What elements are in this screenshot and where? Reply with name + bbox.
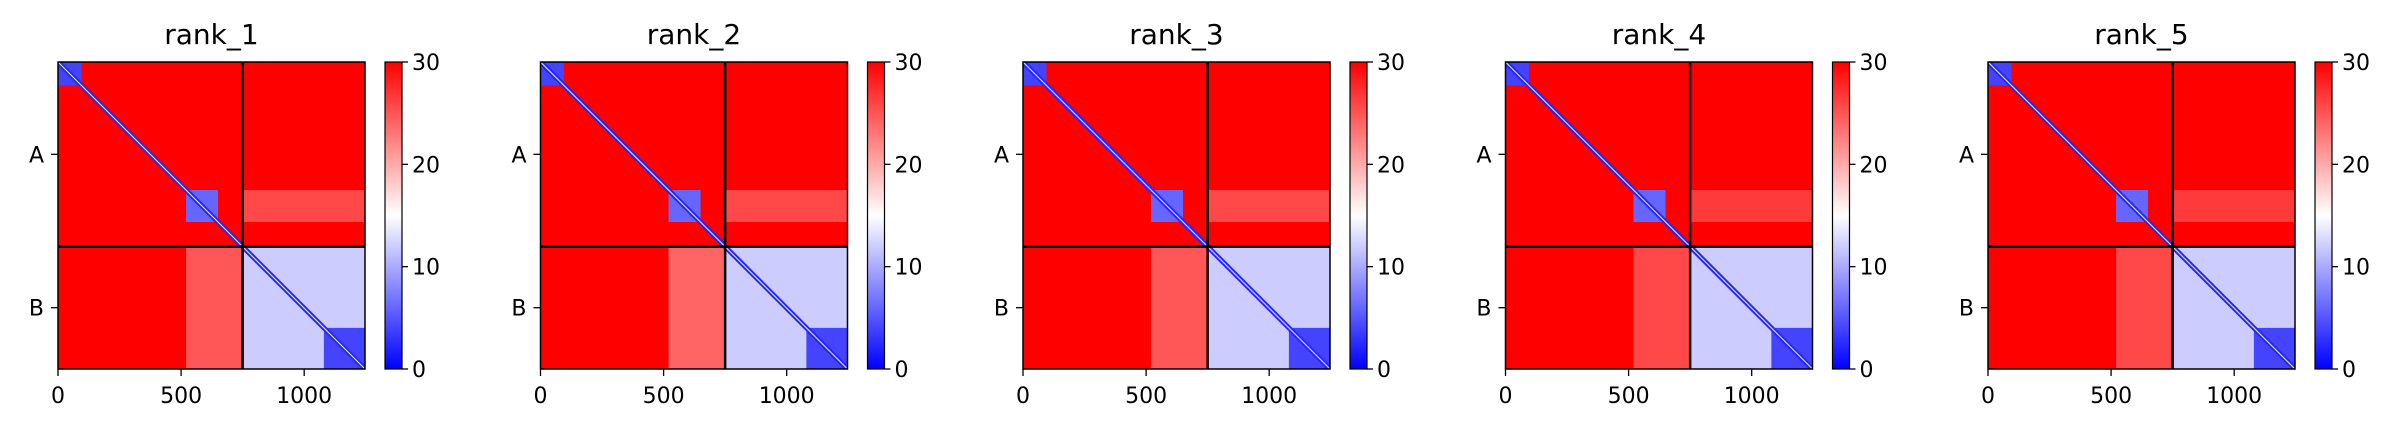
x-tick-label: 1000 [276, 384, 332, 409]
colorbar-tick-label: 20 [2342, 153, 2370, 178]
colorbar-tick-label: 0 [1377, 358, 1391, 383]
colorbar-tick-label: 0 [2342, 358, 2356, 383]
colorbar [384, 61, 403, 370]
colorbar [1349, 61, 1368, 370]
x-tick-label: 1000 [1724, 384, 1780, 409]
heatmap-panel-1: rank_1 0 500 1000 A B 0 10 20 30 [29, 18, 440, 409]
x-tick-label: 0 [1981, 384, 1995, 409]
inter-region-2 [1207, 190, 1330, 223]
heatmap-panel-4: rank_4 0 500 1000 A B 0 10 20 30 [1476, 18, 1887, 409]
colorbar-tick-label: 30 [1860, 51, 1888, 76]
x-tick-label: 500 [2090, 384, 2132, 409]
colorbar-tick-label: 30 [1377, 51, 1405, 76]
colorbar [1831, 61, 1851, 370]
diagonal-center [1505, 62, 1813, 369]
chart-title: rank_2 [647, 18, 741, 51]
x-tick-label: 1000 [759, 384, 815, 409]
colorbar-tick-label: 0 [1860, 358, 1874, 383]
heatmap-cells [1988, 62, 2295, 369]
colorbar-tick-label: 0 [412, 358, 426, 383]
inter-region-1 [186, 246, 243, 369]
colorbar-tick-label: 10 [895, 256, 923, 281]
x-tick-label: 0 [534, 384, 548, 409]
colorbar-tick-label: 30 [895, 51, 923, 76]
heatmap-cells [1505, 62, 1813, 369]
colorbar [2314, 61, 2333, 370]
colorbar-tick-label: 20 [1860, 153, 1888, 178]
colorbar-tick-label: 10 [412, 256, 440, 281]
x-tick-label: 500 [1125, 384, 1167, 409]
colorbar-tick-label: 10 [1377, 256, 1405, 281]
diagonal-center [58, 62, 365, 369]
colorbar-tick-label: 20 [412, 153, 440, 178]
inter-region-1 [2116, 246, 2173, 369]
heatmap-panel-2: rank_2 0 500 1000 A B 0 10 20 30 [511, 18, 922, 409]
chart-title: rank_5 [2094, 18, 2188, 51]
inter-region-2 [2172, 190, 2295, 223]
y-tick-label: B [29, 297, 44, 322]
heatmap-panel-3: rank_3 0 500 1000 A B 0 10 20 30 [994, 18, 1405, 409]
y-tick-label: A [1476, 143, 1491, 168]
y-tick-label: A [1959, 143, 1974, 168]
inter-region-2 [242, 190, 365, 223]
heatmap-cells [1023, 62, 1330, 369]
heatmap-panel-5: rank_5 0 500 1000 A B 0 10 20 30 [1959, 18, 2370, 409]
colorbar-tick-label: 30 [412, 51, 440, 76]
colorbar-tick-label: 20 [895, 153, 923, 178]
colorbar-tick-label: 30 [2342, 51, 2370, 76]
x-tick-label: 1000 [2206, 384, 2262, 409]
axes-frame [1987, 61, 2296, 370]
x-tick-label: 500 [160, 384, 202, 409]
colorbar-tick-label: 10 [1860, 256, 1888, 281]
x-tick-label: 0 [51, 384, 65, 409]
axes-frame [57, 61, 366, 370]
diagonal-center [540, 62, 848, 369]
x-tick-label: 500 [643, 384, 685, 409]
chart-title: rank_1 [164, 18, 258, 51]
diagonal-center [1023, 62, 1330, 369]
inter-region-2 [725, 190, 848, 223]
axes-frame [1504, 61, 1814, 370]
inter-region-1 [668, 246, 726, 369]
chart-title: rank_3 [1129, 18, 1223, 51]
heatmap-cells [58, 62, 365, 369]
x-tick-label: 0 [1499, 384, 1513, 409]
heatmap-cells [540, 62, 848, 369]
y-tick-label: A [29, 143, 44, 168]
inter-region-2 [1690, 190, 1813, 223]
colorbar [866, 61, 886, 370]
colorbar-tick-label: 10 [2342, 256, 2370, 281]
y-tick-label: A [994, 143, 1009, 168]
diagonal-center [1988, 62, 2295, 369]
y-tick-label: B [994, 297, 1009, 322]
inter-region-1 [1151, 246, 1208, 369]
colorbar-tick-label: 0 [895, 358, 909, 383]
y-tick-label: A [511, 143, 526, 168]
axes-frame [539, 61, 849, 370]
axes-frame [1022, 61, 1331, 370]
x-tick-label: 500 [1608, 384, 1650, 409]
chart-title: rank_4 [1612, 18, 1706, 51]
y-tick-label: B [1959, 297, 1974, 322]
colorbar-tick-label: 20 [1377, 153, 1405, 178]
inter-region-1 [1633, 246, 1691, 369]
y-tick-label: B [511, 297, 526, 322]
x-tick-label: 0 [1016, 384, 1030, 409]
y-tick-label: B [1476, 297, 1491, 322]
x-tick-label: 1000 [1241, 384, 1297, 409]
